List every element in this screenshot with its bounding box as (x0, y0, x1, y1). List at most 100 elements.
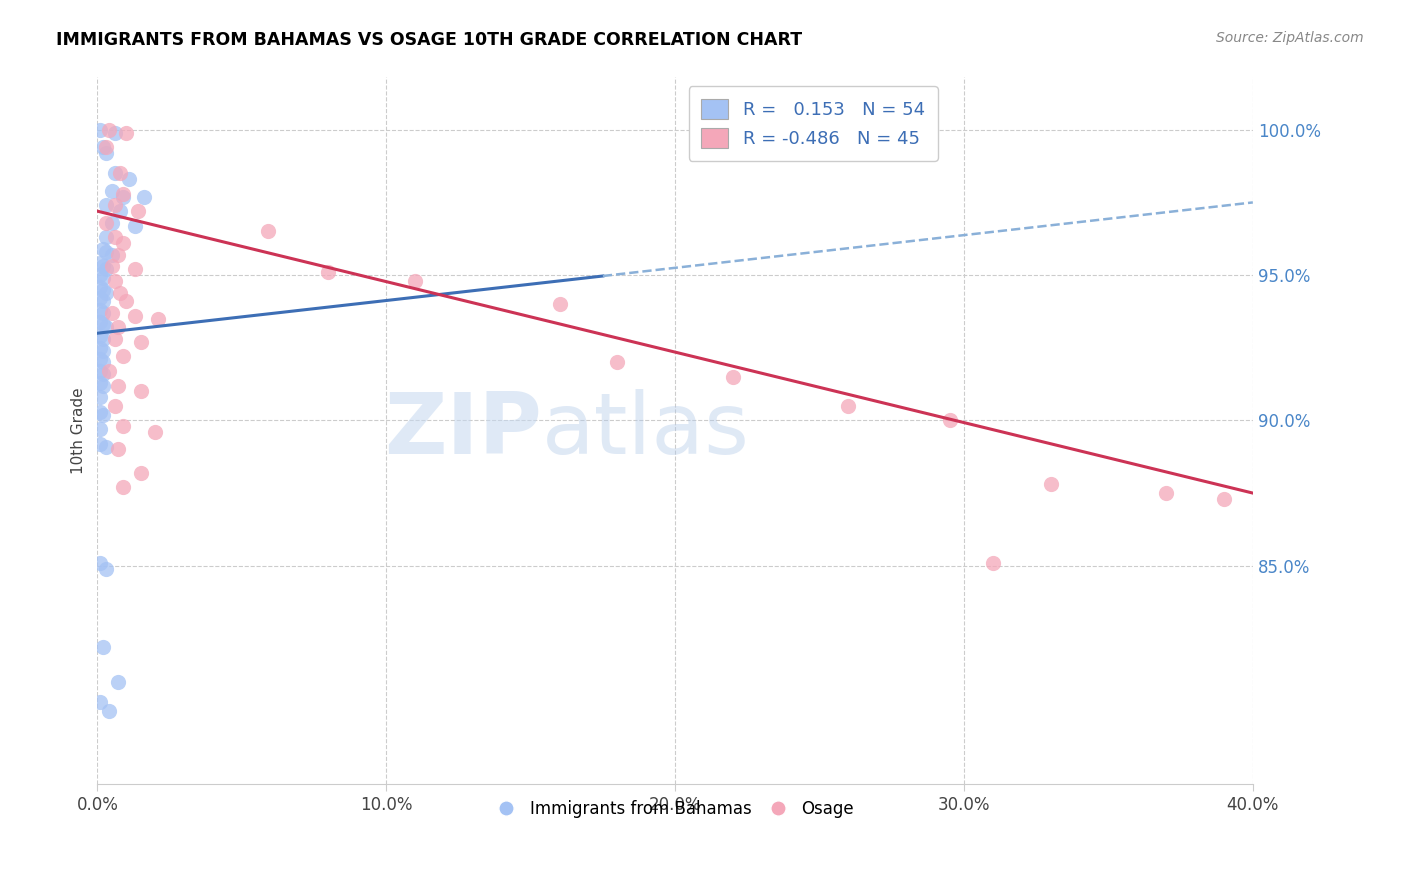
Point (94, 198, 117, 212)
Point (89, 390, 111, 404)
Point (94, 440, 117, 454)
Point (107, 378, 129, 392)
Point (91, 140, 114, 154)
Point (91, 367, 114, 381)
Point (91, 294, 114, 309)
Point (94, 561, 117, 575)
Point (606, 355, 628, 369)
Point (91, 640, 114, 654)
Point (107, 442, 129, 457)
Point (89, 302, 111, 317)
Point (104, 166, 127, 180)
Point (104, 332, 127, 346)
Point (89, 695, 111, 709)
Point (1213, 491, 1236, 506)
Point (938, 413, 960, 427)
Point (143, 425, 166, 439)
Point (110, 166, 132, 180)
Point (89, 436, 111, 450)
Point (97, 122, 120, 136)
Point (91, 242, 114, 256)
Point (981, 556, 1004, 570)
Point (94, 146, 117, 161)
Point (89, 405, 111, 419)
Point (94, 262, 117, 277)
Point (104, 399, 127, 413)
Point (318, 265, 340, 279)
Point (132, 189, 155, 203)
Point (112, 189, 135, 203)
Point (91, 306, 114, 320)
Point (91, 283, 114, 297)
Point (89, 352, 111, 367)
Point (101, 216, 124, 230)
Point (89, 279, 111, 293)
Point (91, 260, 114, 274)
Point (107, 675, 129, 690)
Point (112, 236, 135, 251)
Point (91, 271, 114, 285)
Point (91, 408, 114, 422)
Point (112, 419, 135, 434)
Point (110, 204, 132, 219)
Point (107, 248, 129, 262)
Point (94, 244, 117, 259)
Point (89, 376, 111, 390)
Point (404, 274, 426, 288)
Point (89, 256, 111, 270)
Point (89, 268, 111, 282)
Point (129, 466, 152, 480)
Point (89, 122, 111, 136)
Point (104, 230, 127, 244)
Point (91, 343, 114, 358)
Point (89, 315, 111, 329)
Point (94, 230, 117, 244)
Point (91, 332, 114, 346)
Point (101, 260, 124, 274)
Point (94, 216, 117, 230)
Point (101, 306, 124, 320)
Point (127, 204, 149, 219)
Text: atlas: atlas (543, 389, 751, 472)
Point (89, 364, 111, 378)
Point (112, 350, 135, 364)
Point (97, 704, 120, 718)
Y-axis label: 10th Grade: 10th Grade (72, 387, 86, 474)
Point (110, 285, 132, 300)
Point (124, 262, 146, 277)
Point (124, 309, 146, 323)
Point (89, 329, 111, 343)
Point (91, 355, 114, 369)
Point (94, 140, 117, 154)
Point (129, 384, 152, 399)
Point (548, 297, 571, 311)
Point (89, 422, 111, 436)
Point (115, 294, 138, 309)
Text: IMMIGRANTS FROM BAHAMAS VS OSAGE 10TH GRADE CORRELATION CHART: IMMIGRANTS FROM BAHAMAS VS OSAGE 10TH GR… (56, 31, 803, 49)
Point (129, 334, 152, 349)
Point (97, 364, 120, 378)
Point (721, 369, 744, 384)
Point (115, 126, 138, 140)
Point (124, 219, 146, 233)
Point (112, 186, 135, 201)
Point (89, 341, 111, 355)
Point (104, 274, 127, 288)
Point (91, 378, 114, 392)
Point (1039, 477, 1062, 491)
Point (94, 285, 117, 300)
Point (91, 318, 114, 332)
Point (104, 198, 127, 212)
Point (118, 172, 141, 186)
Point (89, 556, 111, 570)
Point (94, 320, 117, 334)
Point (101, 184, 124, 198)
Text: Source: ZipAtlas.com: Source: ZipAtlas.com (1216, 31, 1364, 45)
Legend: Immigrants from Bahamas, Osage: Immigrants from Bahamas, Osage (489, 794, 860, 825)
Point (101, 248, 124, 262)
Point (837, 399, 859, 413)
Point (146, 311, 169, 326)
Text: ZIP: ZIP (384, 389, 543, 472)
Point (89, 291, 111, 305)
Point (1154, 486, 1177, 500)
